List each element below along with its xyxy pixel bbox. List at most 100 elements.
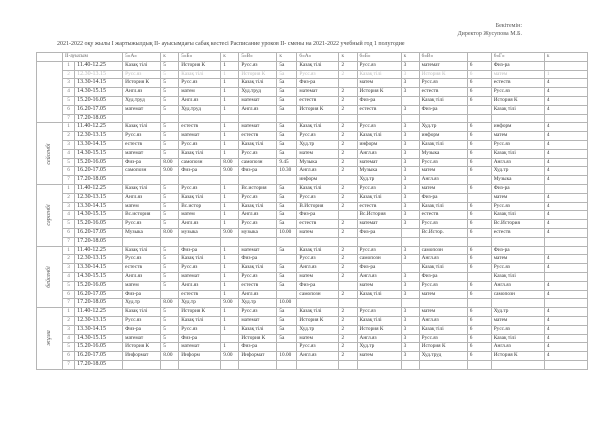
subject-cell: Вс.история	[238, 183, 278, 194]
room-cell: 1	[220, 324, 240, 335]
subject-cell: математ	[178, 271, 222, 282]
room-cell: 1	[220, 192, 240, 203]
table-row: 2 12.30-13.15 Англ.яз 5 Казақ тілі 1 Русс.яз 5а…	[37, 192, 589, 203]
subject-cell: самопозн	[490, 289, 545, 300]
subject-cell: Русс.яз	[490, 263, 545, 273]
room-cell: 1	[220, 254, 240, 265]
table-row: 2 12.30-13.15 Русс.яз 5 Казақ тілі 1 математ 5а…	[37, 315, 589, 326]
room-cell: 4	[543, 166, 589, 177]
subject-cell: математ	[122, 333, 162, 344]
header-room: к	[400, 52, 420, 62]
room-cell: 3	[400, 254, 420, 265]
room-cell: 5а	[276, 245, 298, 256]
subject-cell: матем	[296, 227, 340, 238]
room-cell	[466, 175, 492, 185]
room-cell: 3	[400, 307, 420, 317]
subject-cell: Казақ тілі	[296, 245, 340, 256]
lesson-time: 12.30-13.15	[74, 192, 124, 203]
room-cell: 3	[400, 245, 420, 256]
room-cell	[400, 113, 420, 124]
subject-cell: матем	[296, 333, 340, 344]
subject-cell	[178, 113, 222, 124]
lesson-number: 2	[62, 254, 76, 265]
room-cell: 4	[543, 139, 589, 150]
lesson-time: 16.20-17.05	[74, 227, 124, 238]
subject-cell: Вс.История	[490, 219, 545, 229]
approval-line-1: Бекітемін:	[495, 23, 522, 29]
room-cell: 5а	[276, 201, 298, 212]
subject-cell: математ	[418, 60, 468, 71]
room-cell: 6	[466, 139, 492, 150]
subject-cell: математ	[178, 131, 222, 141]
subject-cell	[490, 359, 545, 370]
lesson-time: 12.30-13.15	[74, 131, 124, 141]
subject-cell: Физ-ра	[418, 271, 468, 282]
room-cell: 6	[466, 87, 492, 97]
lesson-number: 3	[62, 263, 76, 273]
subject-cell: Англ.яз	[238, 289, 278, 300]
room-cell: 8.00	[160, 351, 180, 361]
subject-cell: Казақ тілі	[490, 104, 545, 115]
room-cell: 3	[400, 342, 420, 353]
subject-cell: Казақ тілі	[238, 263, 278, 273]
room-cell: 5	[160, 201, 180, 212]
subject-cell	[490, 236, 545, 247]
room-cell: 3	[400, 87, 420, 97]
subject-cell: Русс.яз	[356, 245, 402, 256]
room-cell: 10.30	[276, 166, 298, 177]
room-cell: 5	[160, 324, 180, 335]
subject-cell: Русс.яз	[418, 280, 468, 291]
room-cell	[543, 359, 589, 370]
room-cell	[400, 236, 420, 247]
subject-cell: Казақ тілі	[122, 60, 162, 71]
room-cell: 3	[400, 289, 420, 300]
lesson-number: 5	[62, 342, 76, 353]
table-row: 2 12.30-13.15 Русс.яз 5 математ 1 естеств 5а Рус…	[37, 131, 589, 141]
room-cell	[338, 280, 358, 291]
lesson-number: 6	[62, 227, 76, 238]
subject-cell: естеств	[178, 122, 222, 133]
subject-cell: Информат	[122, 351, 162, 361]
subject-cell: Русс.яз	[238, 219, 278, 229]
subject-cell: Физ-ра	[418, 192, 468, 203]
room-cell	[543, 245, 589, 256]
room-cell: 5а	[276, 139, 298, 150]
subject-cell: Физ-ра	[296, 78, 340, 89]
room-cell	[276, 342, 298, 353]
room-cell: 6	[466, 333, 492, 344]
lesson-time: 16.20-17.05	[74, 289, 124, 300]
room-cell	[400, 298, 420, 309]
subject-cell: Русс.яз	[122, 254, 162, 265]
lesson-number: 2	[62, 131, 76, 141]
table-row: бейсенбі 1 11.40-12.25 Казақ тілі 5 Физ-ра 1 ма…	[35, 245, 589, 309]
subject-cell: Русс.яз	[122, 131, 162, 141]
lesson-time: 14.30-15.15	[74, 271, 124, 282]
room-cell	[400, 359, 420, 370]
room-cell: 6	[466, 78, 492, 89]
room-cell: 2	[338, 254, 358, 265]
room-cell: 5	[160, 315, 180, 326]
room-cell: 4	[543, 87, 589, 97]
room-cell: 2	[338, 148, 358, 159]
room-cell: 6	[466, 201, 492, 212]
room-cell: 1	[220, 289, 240, 300]
room-cell: 5а	[276, 192, 298, 203]
subject-cell: Физ-ра	[122, 157, 162, 168]
room-cell: 5а	[276, 122, 298, 133]
subject-cell: Русс.яз	[356, 122, 402, 133]
lesson-time: 11.40-12.25	[74, 307, 124, 317]
room-cell: 1	[220, 183, 240, 194]
room-cell: 6	[466, 280, 492, 291]
room-cell: 1	[543, 69, 589, 80]
room-cell: 3	[400, 166, 420, 177]
table-row: 3 13.30-14.15 естеств 5 Русс.яз 1 Казақ тілі 5а…	[37, 263, 589, 273]
subject-cell: Англ.яз	[490, 280, 545, 291]
room-cell: 4	[543, 210, 589, 221]
subject-cell: естеств	[238, 131, 278, 141]
subject-cell: Русс.яз	[490, 201, 545, 212]
room-cell: 1	[220, 87, 240, 97]
subject-cell: Англ.яз	[178, 219, 222, 229]
subject-cell: В.История	[296, 201, 340, 212]
table-row: 3 13.30-14.15 Физ-ра 5 Русс.яз 1 Казақ тілі 5а Х…	[37, 324, 589, 335]
room-cell: 2	[338, 104, 358, 115]
